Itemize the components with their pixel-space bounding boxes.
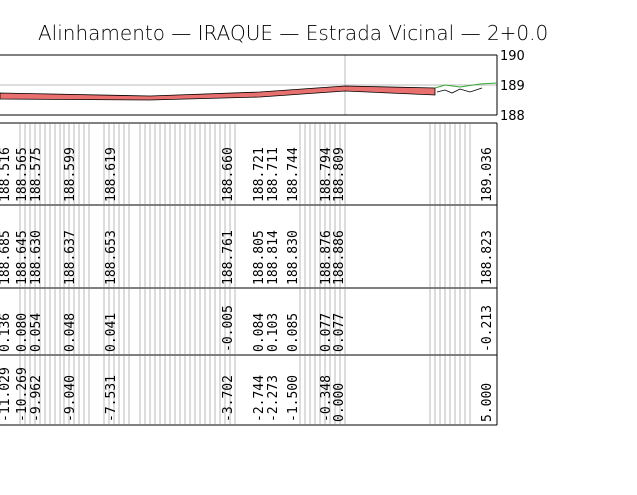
cell-value: 0.103: [266, 313, 281, 352]
cell-value: 188.630: [29, 230, 44, 285]
cell-value: 188.711: [266, 147, 281, 202]
cell-value: 0.084: [252, 313, 267, 352]
cell-value: 0.041: [104, 313, 119, 352]
cell-value: -0.213: [480, 305, 495, 352]
profile: 190 189 188: [0, 49, 525, 124]
axis-label: 190: [500, 49, 525, 64]
axis-label: 188: [500, 109, 525, 124]
cell-value: 188.660: [221, 147, 236, 202]
profile-band: [0, 85, 436, 101]
cell-value: 188.599: [63, 147, 78, 202]
cell-value: 188.794: [319, 147, 334, 202]
cell-value: 188.876: [319, 230, 334, 285]
cell-value: 188.565: [15, 147, 30, 202]
cell-value: 188.805: [252, 230, 267, 285]
cell-value: 188.830: [286, 230, 301, 285]
cell-value: -0.348: [319, 375, 334, 422]
cell-value: 188.645: [15, 230, 30, 285]
cell-value: 0.077: [319, 313, 334, 352]
cell-value: 188.653: [104, 230, 119, 285]
cell-value: 5.000: [480, 383, 495, 422]
cell-value: -9.040: [63, 375, 78, 422]
cell-value: 188.721: [252, 147, 267, 202]
cell-value: 0.080: [15, 313, 30, 352]
cell-value: -11.029: [0, 367, 13, 422]
cell-value: 188.814: [266, 230, 281, 285]
cell-value: 0.054: [29, 313, 44, 352]
table: 188.516 188.685 0.136 -11.029 188.565 188.645…: [0, 122, 498, 426]
cell-value: 189.036: [480, 147, 495, 202]
cell-value: 188.761: [221, 230, 236, 285]
cell-value: -1.500: [286, 375, 301, 422]
cell-value: 188.685: [0, 230, 13, 285]
cell-value: 0.077: [332, 313, 347, 352]
cell-value: 188.823: [480, 230, 495, 285]
cell-value: 188.809: [332, 147, 347, 202]
cell-value: 0.136: [0, 313, 13, 352]
cell-value: 188.637: [63, 230, 78, 285]
cell-value: -2.744: [252, 375, 267, 422]
cell-value: -7.531: [104, 375, 119, 422]
cell-value: -9.962: [29, 375, 44, 422]
cell-value: -2.273: [266, 375, 281, 422]
terrain-line: [436, 87, 483, 94]
cell-value: 188.619: [104, 147, 119, 202]
cell-value: 0.085: [286, 313, 301, 352]
axis-label: 189: [500, 79, 525, 94]
cell-value: 188.886: [332, 230, 347, 285]
cell-value: 188.744: [286, 147, 301, 202]
cell-value: 0.048: [63, 313, 78, 352]
cell-value: -3.702: [221, 375, 236, 422]
cell-value: 188.516: [0, 147, 13, 202]
cell-value: -10.269: [15, 367, 30, 422]
cell-value: 188.575: [29, 147, 44, 202]
terrain-line: [434, 82, 498, 89]
title: Alinhamento — IRAQUE — Estrada Vicinal —…: [38, 21, 548, 45]
cell-value: -0.005: [221, 305, 236, 352]
cell-value: 0.000: [332, 383, 347, 422]
